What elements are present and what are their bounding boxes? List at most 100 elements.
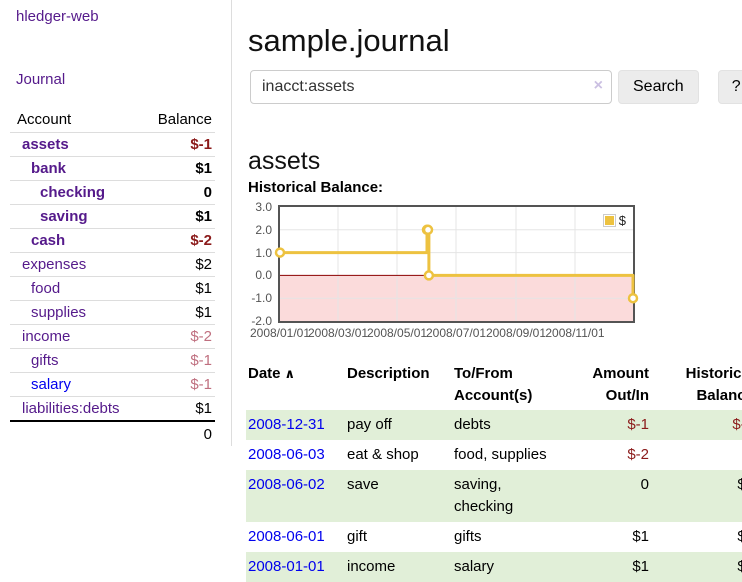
- col-balance: Historical Balance: [685, 365, 742, 404]
- account-link[interactable]: expenses: [22, 256, 87, 273]
- transaction-balance: $2: [737, 476, 742, 493]
- account-balance: $-1: [190, 136, 212, 153]
- transaction-date-link[interactable]: 2008-06-02: [248, 476, 325, 493]
- register-header-row: Date ∧ Description To/From Account(s) Amo…: [246, 360, 742, 410]
- transaction-balance: $-1: [732, 416, 742, 433]
- register-row: 2008-01-01 income salary $1 $1: [246, 552, 742, 582]
- transaction-description: pay off: [347, 416, 392, 433]
- account-link[interactable]: salary: [31, 376, 72, 393]
- col-description: Description: [347, 365, 430, 382]
- transaction-date-link[interactable]: 2008-12-31: [248, 416, 325, 433]
- account-heading: assets: [248, 146, 321, 175]
- brand-link[interactable]: hledger-web: [16, 8, 99, 25]
- col-amount: Amount Out/In: [592, 365, 649, 404]
- sidebar-item-journal[interactable]: Journal: [16, 71, 66, 88]
- chart-plot: $: [274, 205, 639, 323]
- col-date-label: Date: [248, 365, 281, 382]
- account-link[interactable]: liabilities:debts: [22, 400, 120, 417]
- search-field-wrap: ×: [250, 70, 612, 104]
- y-axis-tick: 3.0: [255, 200, 272, 214]
- x-axis-tick: 2008/01/01: [249, 326, 311, 340]
- chart-title: Historical Balance:: [248, 179, 384, 196]
- register-row: 2008-06-01 gift gifts $1 $2: [246, 522, 742, 552]
- account-balance: $-1: [190, 352, 212, 369]
- account-row: income $-2: [10, 324, 215, 348]
- account-row: assets $-1: [10, 132, 215, 156]
- account-link[interactable]: saving: [40, 208, 88, 225]
- transaction-accounts: saving, checking: [454, 476, 514, 515]
- clear-search-icon[interactable]: ×: [593, 77, 603, 94]
- account-balance: $-2: [190, 232, 212, 249]
- account-row: expenses $2: [10, 252, 215, 276]
- accounts-header: Account Balance: [10, 108, 215, 132]
- sort-asc-icon: ∧: [284, 366, 296, 381]
- transaction-balance: 0: [653, 440, 742, 470]
- col-date[interactable]: Date ∧: [246, 360, 345, 410]
- transaction-accounts: food, supplies: [454, 446, 547, 463]
- x-axis-tick: 2008/11/01: [545, 326, 605, 340]
- accounts-total: 0: [10, 420, 215, 446]
- main-content: sample.journal × Search ? assets Histori…: [246, 0, 742, 582]
- y-axis-tick: 2.0: [255, 222, 272, 237]
- account-balance: $1: [195, 208, 212, 225]
- search-input[interactable]: [250, 70, 612, 104]
- col-accounts: To/From Account(s): [454, 365, 533, 404]
- account-link[interactable]: income: [22, 328, 71, 345]
- account-balance: 0: [203, 184, 212, 201]
- account-link[interactable]: cash: [31, 232, 66, 249]
- transaction-amount: $1: [632, 528, 649, 545]
- account-link[interactable]: assets: [22, 136, 69, 153]
- x-axis-tick: 2008/09/01: [485, 326, 546, 340]
- account-link[interactable]: checking: [40, 184, 106, 201]
- account-row: liabilities:debts $1: [10, 396, 215, 420]
- transaction-date-link[interactable]: 2008-06-01: [248, 528, 325, 545]
- search-button[interactable]: Search: [618, 70, 699, 104]
- account-balance: $1: [195, 304, 212, 321]
- transaction-description: income: [347, 558, 396, 575]
- account-row: salary $-1: [10, 372, 215, 396]
- transaction-amount: $-2: [627, 446, 649, 463]
- account-link[interactable]: supplies: [31, 304, 87, 321]
- account-link[interactable]: gifts: [31, 352, 59, 369]
- sidebar: hledger-web Journal Account Balance asse…: [0, 0, 232, 446]
- account-balance: $1: [195, 400, 212, 417]
- account-link[interactable]: food: [31, 280, 61, 297]
- transaction-description: save: [347, 476, 379, 493]
- account-row: gifts $-1: [10, 348, 215, 372]
- register-row: 2008-12-31 pay off debts $-1 $-1: [246, 410, 742, 440]
- account-row: supplies $1: [10, 300, 215, 324]
- account-balance: $-1: [190, 376, 212, 393]
- transaction-accounts: gifts: [454, 528, 482, 545]
- account-row: bank $1: [10, 156, 215, 180]
- transaction-description: eat & shop: [347, 446, 419, 463]
- account-link[interactable]: bank: [31, 160, 67, 177]
- account-row: food $1: [10, 276, 215, 300]
- account-row: checking 0: [10, 180, 215, 204]
- x-axis-tick: 2008/07/01: [425, 326, 487, 340]
- transaction-balance: $1: [737, 558, 742, 575]
- register-row: 2008-06-02 save saving, checking 0 $2: [246, 470, 742, 522]
- balance-chart: $ 3.0 2.0 1.0 0.0 -1.0 -2.0 2008/01/01 2008/03/…: [246, 200, 742, 350]
- transaction-amount: $1: [632, 558, 649, 575]
- y-axis-tick: -2.0: [251, 314, 272, 328]
- account-row: cash $-2: [10, 228, 215, 252]
- accounts-col-account: Account: [17, 111, 72, 128]
- y-axis-tick: -1.0: [251, 291, 272, 306]
- account-balance: $1: [195, 280, 212, 297]
- transaction-date-link[interactable]: 2008-06-03: [248, 446, 325, 463]
- page-title: sample.journal: [248, 22, 450, 58]
- transaction-amount: 0: [640, 476, 649, 493]
- account-balance: $-2: [190, 328, 212, 345]
- x-axis-tick: 2008/03/01: [307, 326, 369, 340]
- transaction-date-link[interactable]: 2008-01-01: [248, 558, 325, 575]
- account-row: saving $1: [10, 204, 215, 228]
- help-button[interactable]: ?: [717, 70, 742, 104]
- accounts-list: assets $-1 bank $1 checking 0 saving $1 …: [10, 132, 215, 420]
- transaction-amount: $-1: [627, 416, 649, 433]
- y-axis-tick: 0.0: [255, 268, 272, 283]
- transaction-accounts: debts: [454, 416, 491, 433]
- transaction-accounts: salary: [454, 558, 495, 575]
- account-balance: $2: [195, 256, 212, 273]
- accounts-col-balance: Balance: [157, 111, 212, 128]
